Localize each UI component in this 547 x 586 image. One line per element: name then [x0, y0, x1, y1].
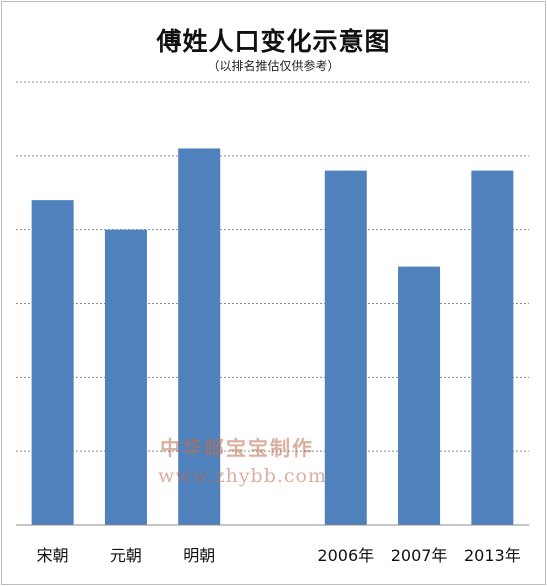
category-label: 明朝 — [183, 546, 215, 565]
category-label: 2006年 — [317, 546, 374, 565]
watermark-text: 中华邮宝宝制作 — [160, 436, 314, 460]
chart-title: 傅姓人口变化示意图 — [156, 27, 391, 56]
watermark-url: www.zhybb.com — [158, 465, 328, 487]
bar — [178, 148, 221, 525]
category-label: 元朝 — [110, 546, 142, 565]
chart-subtitle: （以排名推估仅供参考） — [207, 59, 340, 73]
bar — [324, 170, 367, 525]
bar — [471, 170, 514, 525]
category-label: 2013年 — [464, 546, 521, 565]
bar — [398, 266, 441, 525]
category-label: 2007年 — [391, 546, 448, 565]
category-label: 宋朝 — [37, 546, 69, 565]
bar — [104, 229, 147, 525]
bar — [31, 200, 74, 525]
